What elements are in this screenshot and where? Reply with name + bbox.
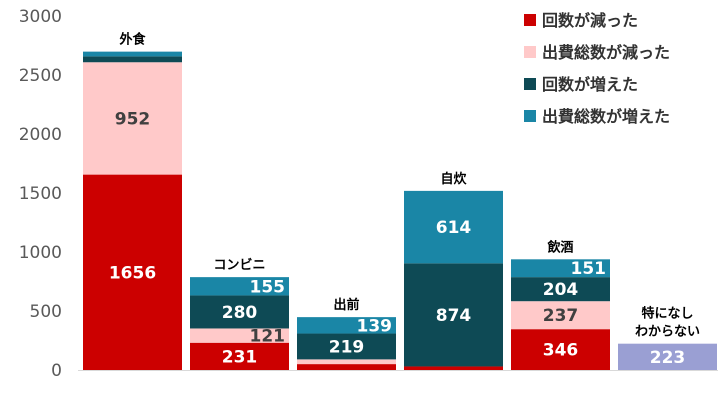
data-label: 280	[222, 303, 258, 323]
bar-segment	[511, 301, 610, 330]
legend-swatch	[524, 14, 536, 26]
y-tick-label: 1500	[19, 184, 62, 204]
bar-segment	[190, 328, 289, 343]
legend-swatch	[524, 110, 536, 122]
bar-segment	[404, 366, 503, 370]
data-label: 155	[250, 277, 286, 297]
bar-segment	[297, 359, 396, 365]
y-tick-label: 2500	[19, 66, 62, 86]
data-label: 151	[571, 259, 607, 279]
data-label: 346	[543, 341, 579, 361]
bar-segment	[511, 259, 610, 278]
bar-segment	[297, 317, 396, 334]
bar-segment	[83, 51, 182, 57]
y-tick-label: 1000	[19, 243, 62, 263]
legend-label: 回数が減った	[542, 11, 638, 30]
legend-swatch	[524, 78, 536, 90]
data-label: 231	[222, 347, 258, 367]
bar-segment	[190, 295, 289, 329]
y-axis: 0 500 1000 1500 2000 2500 3000	[19, 7, 718, 381]
legend-label: 回数が増えた	[542, 75, 638, 94]
category-label: 自炊	[440, 171, 467, 187]
bar-segment	[618, 343, 717, 370]
bar-segment	[83, 56, 182, 63]
data-label: 121	[250, 327, 286, 347]
legend-label: 出費総数が減った	[542, 43, 670, 62]
data-label: 874	[436, 306, 472, 326]
category-label: コンビニ	[213, 257, 265, 273]
data-label: 614	[436, 218, 472, 238]
bar-segment	[297, 333, 396, 360]
bar-segment	[404, 190, 503, 264]
category-label: 出前	[333, 297, 359, 313]
data-label: 223	[650, 348, 686, 368]
bar-segment	[190, 277, 289, 296]
bar-segment	[83, 62, 182, 175]
bar-segment	[511, 329, 610, 370]
data-label: 204	[543, 280, 579, 300]
category-label: わからない	[635, 325, 700, 340]
data-label: 219	[329, 337, 365, 357]
legend-swatch	[524, 46, 536, 58]
bar-segment	[511, 277, 610, 302]
category-label: 外食	[118, 32, 146, 48]
bar-segment	[297, 364, 396, 370]
category-label: 飲酒	[546, 239, 573, 255]
y-tick-label: 0	[51, 361, 62, 381]
legend-label: 出費総数が増えた	[542, 107, 670, 126]
y-tick-label: 3000	[19, 7, 62, 27]
data-label: 139	[357, 316, 393, 336]
data-label: 237	[543, 306, 579, 326]
data-label: 952	[115, 109, 151, 129]
bar-segment	[190, 342, 289, 370]
y-tick-label: 500	[30, 302, 62, 322]
category-label: 特になし	[641, 306, 693, 322]
bar-segment	[83, 174, 182, 370]
y-tick-label: 2000	[19, 125, 62, 145]
data-label: 1656	[109, 263, 156, 283]
bar-segment	[404, 263, 503, 367]
bars	[83, 51, 717, 370]
